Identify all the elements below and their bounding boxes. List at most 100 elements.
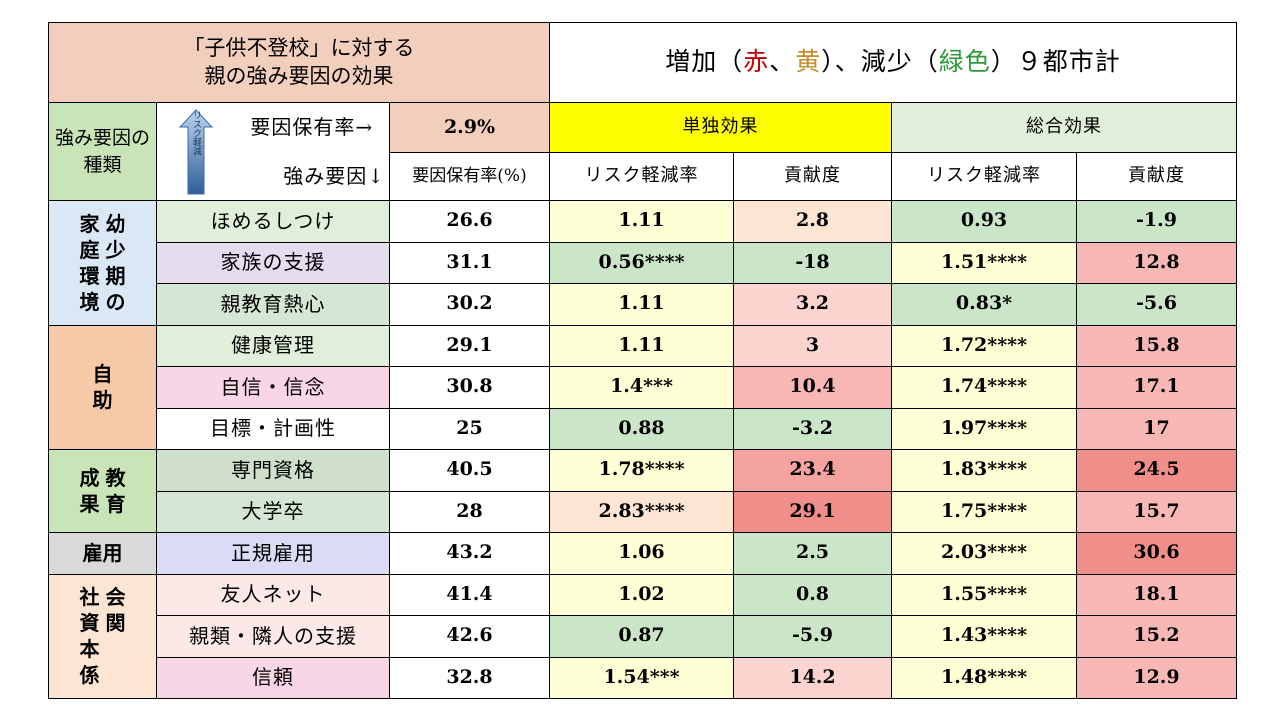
holding-rate-value: 2.9% bbox=[443, 115, 496, 138]
single-risk-reduction-value: 1.54*** bbox=[603, 665, 680, 688]
single-risk-reduction-cell: 1.06 bbox=[549, 532, 734, 575]
total-risk-reduction-cell: 1.83**** bbox=[891, 449, 1077, 492]
group-label-char: 教 bbox=[105, 466, 126, 490]
group-label-char: 幼 bbox=[105, 211, 126, 236]
table-row: 雇用 正規雇用 43.2 1.06 2.5 2.03**** 30.6 bbox=[48, 532, 1237, 575]
single-risk-reduction-value: 1.06 bbox=[618, 541, 665, 564]
group-label-char: 社 bbox=[79, 585, 100, 610]
total-risk-reduction-cell: 1.72**** bbox=[891, 324, 1077, 367]
total-risk-reduction-value: 0.93 bbox=[960, 209, 1008, 232]
group-label-column: 家庭環境 bbox=[80, 211, 100, 315]
single-contribution-header: 貢献度 bbox=[733, 152, 892, 201]
single-contribution-cell: 3.2 bbox=[733, 283, 892, 326]
holding-rate-value: 40.5 bbox=[446, 458, 493, 481]
group-label-char: 雇用 bbox=[82, 541, 123, 566]
factor-name: 目標・計画性 bbox=[210, 416, 336, 441]
single-risk-reduction-value: 1.11 bbox=[618, 209, 665, 232]
total-contribution-cell: 15.2 bbox=[1076, 615, 1237, 658]
group-label-char: 境 bbox=[79, 289, 100, 314]
single-contribution-value: 3.2 bbox=[795, 292, 830, 315]
factor-name-cell: 目標・計画性 bbox=[156, 407, 390, 450]
table-row: 信頼 32.8 1.54*** 14.2 1.48**** 12.9 bbox=[49, 656, 1237, 699]
total-risk-reduction-value: 1.43**** bbox=[940, 624, 1028, 647]
group-label-char: 環 bbox=[79, 263, 100, 288]
total-risk-reduction-value: 1.74**** bbox=[940, 375, 1028, 398]
single-contribution-value: 29.1 bbox=[789, 499, 836, 522]
factor-name: 専門資格 bbox=[231, 457, 315, 482]
group-cell-4: 社資本係会関 bbox=[48, 573, 157, 699]
single-contribution-value: 0.8 bbox=[795, 582, 830, 605]
total-contribution-value: 12.9 bbox=[1133, 665, 1180, 688]
title-left-line2: 親の強み要因の効果 bbox=[204, 63, 394, 88]
arrow-label: リスク軽減 bbox=[191, 110, 202, 156]
single-contribution-cell: 3 bbox=[733, 324, 892, 367]
total-contribution-value: 12.8 bbox=[1133, 250, 1180, 273]
single-contribution-cell: 10.4 bbox=[733, 366, 892, 409]
total-contribution-value: 18.1 bbox=[1133, 582, 1180, 605]
total-risk-reduction-cell: 1.48**** bbox=[891, 656, 1077, 699]
total-contribution-header: 貢献度 bbox=[1076, 152, 1237, 201]
total-contribution-value: 15.2 bbox=[1133, 624, 1180, 647]
holding-rate-value: 42.6 bbox=[446, 624, 493, 647]
group-cell-0: 家庭環境幼少期の bbox=[48, 200, 157, 326]
single-risk-reduction-cell: 0.87 bbox=[549, 615, 734, 658]
holding-rate-cell: 29.1 bbox=[389, 324, 550, 367]
total-contribution-cell: 30.6 bbox=[1076, 532, 1237, 575]
single-effect-label: 単独効果 bbox=[682, 116, 759, 138]
factor-name: ほめるしつけ bbox=[210, 208, 336, 233]
holding-rate-cell: 40.5 bbox=[389, 449, 550, 492]
group-label-char: 期 bbox=[105, 263, 126, 288]
single-risk-reduction-value: 1.4*** bbox=[610, 375, 673, 398]
single-risk-reduction-cell: 2.83**** bbox=[549, 490, 734, 533]
group-label-char: 果 bbox=[79, 492, 100, 516]
single-contribution-value: 2.8 bbox=[795, 209, 830, 232]
table-title-right: 増加（赤、黄）、減少（緑色）９都市計 bbox=[549, 22, 1237, 103]
total-risk-reduction-value: 1.48**** bbox=[940, 665, 1028, 688]
group-label-char: 育 bbox=[105, 492, 126, 516]
single-contribution-cell: 23.4 bbox=[733, 449, 892, 492]
total-contribution-value: 17 bbox=[1143, 416, 1170, 439]
total-risk-reduction-cell: 2.03**** bbox=[891, 532, 1077, 575]
title-right-yellow: 黄 bbox=[795, 47, 822, 77]
single-risk-reduction-value: 0.88 bbox=[618, 416, 665, 439]
factor-name: 大学卒 bbox=[241, 499, 305, 524]
single-risk-reduction-value: 0.87 bbox=[618, 624, 665, 647]
group-cell-2: 成果教育 bbox=[48, 449, 157, 533]
total-contribution-value: 15.7 bbox=[1133, 499, 1180, 522]
table-title-left: 「子供不登校」に対する 親の強み要因の効果 bbox=[48, 22, 550, 103]
single-risk-reduction-cell: 1.11 bbox=[549, 283, 734, 326]
total-contribution-value: -1.9 bbox=[1136, 209, 1177, 232]
factor-name-cell: 健康管理 bbox=[156, 324, 390, 367]
single-contribution-value: -5.9 bbox=[792, 624, 833, 647]
single-risk-reduction-cell: 0.88 bbox=[549, 407, 734, 450]
title-right-red: 赤 bbox=[743, 47, 770, 77]
single-contribution-cell: 14.2 bbox=[733, 656, 892, 699]
single-risk-reduction-header: リスク軽減率 bbox=[549, 152, 734, 201]
total-risk-reduction-cell: 1.55**** bbox=[891, 573, 1077, 616]
single-contribution-value: -18 bbox=[795, 250, 830, 273]
single-risk-reduction-value: 1.11 bbox=[618, 333, 665, 356]
total-risk-reduction-value: 1.83**** bbox=[940, 458, 1028, 481]
single-contribution-cell: -3.2 bbox=[733, 407, 892, 450]
group-label-char: 自 bbox=[92, 362, 113, 387]
group-label-column: 自助 bbox=[93, 361, 113, 413]
table-row: 親教育熱心 30.2 1.11 3.2 0.83* -5.6 bbox=[49, 283, 1237, 326]
holding-rate-value: 28 bbox=[456, 499, 483, 522]
table-row: 自助 健康管理 29.1 1.11 3 1.72**** 15.8 bbox=[48, 324, 1237, 450]
holding-rate-cell: 25 bbox=[389, 407, 550, 450]
table-row: 大学卒 28 2.83**** 29.1 1.75**** 15.7 bbox=[49, 490, 1237, 533]
single-risk-reduction-value: 1.78**** bbox=[598, 458, 685, 481]
single-risk-reduction-value: 2.83**** bbox=[598, 499, 685, 522]
factor-name: 自信・信念 bbox=[220, 374, 326, 399]
holding-rate-value-cell: 2.9% bbox=[389, 102, 550, 153]
holding-rate-label: 要因保有率→ bbox=[250, 115, 374, 140]
total-risk-reduction-cell: 1.51**** bbox=[891, 241, 1077, 284]
title-right-part-5: ）、減少（ bbox=[821, 47, 939, 77]
single-risk-reduction-value: 0.56**** bbox=[598, 250, 685, 273]
risk-arrow-wrap: リスク軽減 bbox=[158, 108, 235, 195]
group-label-char: 助 bbox=[92, 388, 113, 413]
total-risk-reduction-value: 0.83* bbox=[955, 292, 1013, 315]
single-risk-reduction-cell: 0.56**** bbox=[549, 241, 734, 284]
single-risk-reduction-cell: 1.4*** bbox=[549, 366, 734, 409]
subheader-row-1: 強み要因の種類 リスク軽減 要因保有率→ bbox=[48, 102, 1237, 201]
